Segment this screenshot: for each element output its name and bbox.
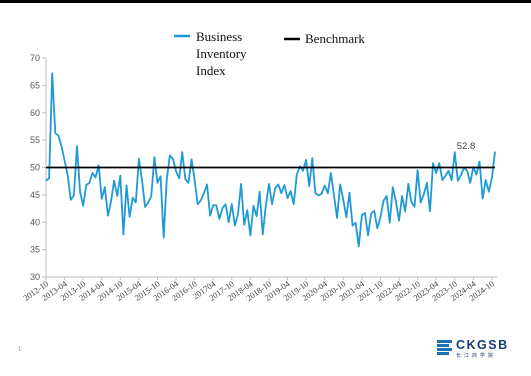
logo-text: CKGSB xyxy=(456,338,509,352)
logo-subtext: 长江商学院 xyxy=(456,353,497,359)
y-tick-label: 50 xyxy=(30,163,40,173)
y-tick-label: 40 xyxy=(30,217,40,227)
legend: Business Inventory Index Benchmark xyxy=(174,29,365,78)
x-axis-ticks: 2012-102013-042013-102014-042014-102015-… xyxy=(21,277,496,303)
y-axis-ticks: 30 35 40 45 50 55 60 65 70 xyxy=(30,53,46,282)
series-line-business-inventory-index xyxy=(45,72,496,248)
y-tick-label: 35 xyxy=(30,245,40,255)
slide-number: 1 xyxy=(18,347,22,353)
top-rule xyxy=(0,0,531,3)
ckgsb-logo: CKGSB 长江商学院 xyxy=(437,339,509,359)
plot-area: 52.8 xyxy=(45,72,496,248)
legend-label-benchmark: Benchmark xyxy=(305,31,365,46)
y-tick-label: 45 xyxy=(30,190,40,200)
y-tick-label: 30 xyxy=(30,272,40,282)
y-tick-label: 70 xyxy=(30,53,40,63)
data-label-peak: 52.8 xyxy=(457,141,476,152)
y-tick-label: 65 xyxy=(30,80,40,90)
legend-label-inventory: Business Inventory Index xyxy=(196,29,250,78)
y-tick-label: 55 xyxy=(30,135,40,145)
y-tick-label: 60 xyxy=(30,108,40,118)
logo-mark-icon xyxy=(437,339,452,356)
